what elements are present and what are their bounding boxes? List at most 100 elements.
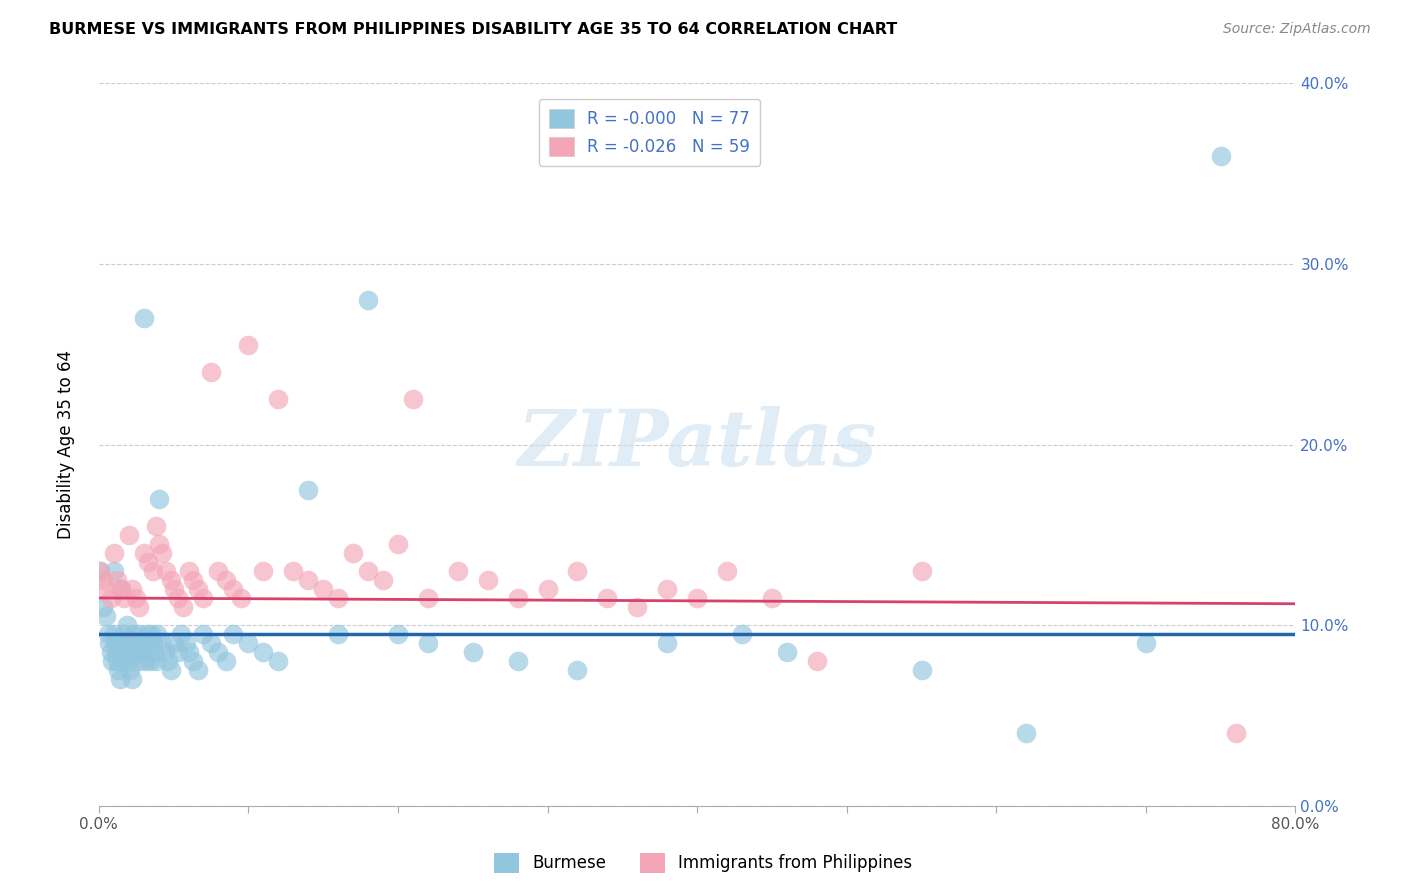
- Point: [371, 573, 394, 587]
- Point: [100, 591, 122, 605]
- Point: [112, 654, 135, 668]
- Point: [731, 627, 754, 641]
- Point: [162, 582, 184, 596]
- Point: [150, 546, 173, 560]
- Point: [148, 491, 170, 506]
- Point: [145, 518, 167, 533]
- Point: [207, 564, 229, 578]
- Point: [100, 645, 122, 659]
- Point: [567, 663, 589, 677]
- Point: [145, 654, 167, 668]
- Point: [1209, 149, 1232, 163]
- Point: [112, 591, 135, 605]
- Point: [238, 338, 260, 352]
- Point: [416, 636, 439, 650]
- Point: [129, 636, 152, 650]
- Point: [112, 627, 135, 641]
- Point: [132, 311, 155, 326]
- Point: [105, 645, 128, 659]
- Point: [128, 627, 150, 641]
- Point: [222, 582, 245, 596]
- Point: [143, 645, 166, 659]
- Point: [326, 591, 349, 605]
- Point: [162, 636, 184, 650]
- Point: [357, 564, 380, 578]
- Point: [200, 365, 222, 379]
- Point: [1135, 636, 1157, 650]
- Point: [657, 582, 679, 596]
- Point: [142, 564, 165, 578]
- Point: [150, 636, 173, 650]
- Point: [447, 564, 470, 578]
- Text: ZIPatlas: ZIPatlas: [517, 406, 877, 483]
- Point: [110, 582, 132, 596]
- Point: [127, 654, 149, 668]
- Point: [1225, 726, 1247, 740]
- Point: [267, 392, 290, 407]
- Point: [115, 618, 138, 632]
- Point: [91, 573, 114, 587]
- Point: [101, 654, 124, 668]
- Point: [142, 636, 165, 650]
- Point: [135, 627, 157, 641]
- Point: [536, 582, 558, 596]
- Point: [111, 645, 134, 659]
- Text: Source: ZipAtlas.com: Source: ZipAtlas.com: [1223, 22, 1371, 37]
- Point: [170, 627, 193, 641]
- Point: [181, 654, 204, 668]
- Point: [267, 654, 290, 668]
- Point: [506, 654, 529, 668]
- Point: [131, 645, 153, 659]
- Point: [103, 627, 125, 641]
- Point: [128, 599, 150, 614]
- Point: [283, 564, 305, 578]
- Point: [167, 591, 190, 605]
- Point: [761, 591, 783, 605]
- Point: [118, 528, 141, 542]
- Point: [193, 591, 215, 605]
- Point: [98, 636, 121, 650]
- Point: [91, 599, 114, 614]
- Point: [124, 636, 146, 650]
- Point: [252, 564, 274, 578]
- Point: [1015, 726, 1038, 740]
- Point: [215, 573, 238, 587]
- Point: [96, 582, 118, 596]
- Point: [159, 573, 181, 587]
- Point: [108, 672, 131, 686]
- Point: [596, 591, 619, 605]
- Point: [105, 654, 128, 668]
- Point: [252, 645, 274, 659]
- Point: [402, 392, 425, 407]
- Point: [107, 663, 129, 677]
- Point: [461, 645, 484, 659]
- Point: [567, 564, 589, 578]
- Point: [312, 582, 335, 596]
- Point: [110, 636, 132, 650]
- Point: [159, 663, 181, 677]
- Point: [103, 564, 125, 578]
- Point: [416, 591, 439, 605]
- Point: [181, 573, 204, 587]
- Point: [776, 645, 799, 659]
- Point: [89, 564, 111, 578]
- Point: [118, 654, 141, 668]
- Point: [297, 483, 319, 497]
- Point: [910, 564, 932, 578]
- Point: [910, 663, 932, 677]
- Point: [156, 654, 179, 668]
- Point: [387, 537, 409, 551]
- Point: [97, 627, 120, 641]
- Point: [657, 636, 679, 650]
- Point: [207, 645, 229, 659]
- Point: [121, 672, 143, 686]
- Legend: R = -0.000   N = 77, R = -0.026   N = 59: R = -0.000 N = 77, R = -0.026 N = 59: [538, 99, 759, 166]
- Point: [174, 636, 197, 650]
- Point: [716, 564, 738, 578]
- Point: [172, 599, 194, 614]
- Point: [103, 546, 125, 560]
- Point: [134, 654, 156, 668]
- Point: [186, 582, 208, 596]
- Point: [155, 564, 177, 578]
- Legend: Burmese, Immigrants from Philippines: Burmese, Immigrants from Philippines: [488, 847, 918, 880]
